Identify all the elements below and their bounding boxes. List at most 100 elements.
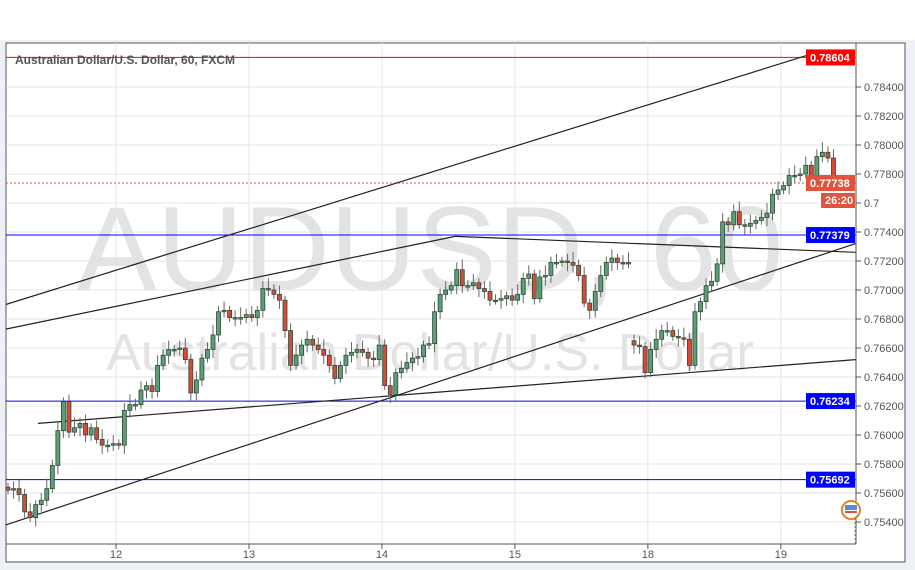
candle-body [310,338,316,346]
candle-body [736,211,742,226]
time-tick-label: 18 [642,549,654,561]
candle-body [205,349,210,359]
candle-body [576,264,582,276]
candle-body [72,427,77,433]
countdown-label: 26:20 [825,195,853,207]
time-tick-label: 15 [509,549,521,561]
candle-body [49,465,55,490]
candle-body [155,364,160,392]
candle-body [393,372,399,395]
candle-body [221,309,227,313]
candle-body [526,273,532,279]
candle-body [792,175,798,178]
trendline [5,235,456,330]
candle-body [504,295,510,300]
candle-body [277,293,282,301]
candle-body [426,343,432,346]
price-tick-label: 0.7 [864,198,879,210]
candle-body [653,338,659,350]
candle-body [775,189,781,195]
candle-body [265,288,271,291]
candle-body [210,334,216,350]
time-tick-label: 14 [376,549,388,561]
candle-body [709,280,714,287]
candle-body [592,291,598,311]
candle-body [376,344,382,361]
candle-body [487,291,493,301]
candle-body [603,262,609,276]
price-tick-label: 0.77200 [864,256,904,268]
candle-body [199,357,205,381]
candle-body [681,337,687,340]
candle-body [803,164,809,175]
candle-body [5,486,11,491]
candle-body [365,351,371,359]
candle-body [554,262,559,265]
candle-body [127,404,133,411]
candle-body [520,277,526,295]
candle-body [670,330,676,337]
candle-body [83,422,88,436]
candle-body [149,385,155,392]
candle-body [664,330,670,333]
candle-body [349,351,354,356]
candles [5,142,836,527]
candle-body [410,357,415,363]
candle-body [360,349,365,353]
candle-body [94,427,100,440]
candle-body [421,344,426,358]
candle-body [332,364,338,379]
candle-body [249,314,255,318]
candle-body [288,330,293,366]
candle-body [714,263,720,282]
candle-body [637,344,642,348]
candle-body [781,185,786,191]
candle-body [343,354,349,366]
candle-body [742,224,748,227]
candle-body [304,338,310,346]
top-toolbar-area [0,0,915,40]
candle-body [470,282,476,287]
candle-body [725,221,731,226]
candle-body [315,344,321,350]
candle-body [620,262,626,265]
candle-body [382,344,388,387]
candle-body [448,285,454,291]
candle-body [188,359,194,394]
candle-body [232,317,238,320]
candle-body [177,347,183,350]
candle-body [293,354,299,366]
level-label: 0.76234 [810,396,851,408]
candle-body [171,349,177,352]
time-tick-label: 19 [775,549,787,561]
candle-body [166,349,172,356]
price-tick-label: 0.78200 [864,111,904,123]
candle-body [105,444,111,448]
candle-body [282,299,288,331]
trendlines [5,54,856,526]
candle-body [398,367,404,374]
candle-body [609,257,615,263]
candle-body [808,164,814,176]
time-axis[interactable]: 12 13 14 15 18 19 [110,544,787,561]
price-axis[interactable]: 0.78400 0.78200 0.78000 0.77800 0.7 0.77400 0.… [856,82,904,529]
level-label: 0.77379 [810,230,850,242]
candle-body [99,438,105,446]
level-label-bg [806,393,855,410]
us-event-icon[interactable] [841,500,861,520]
candle-body [515,293,521,301]
level-label-bg [806,227,855,244]
price-tick-label: 0.75600 [864,488,904,500]
price-tick-label: 0.75400 [864,517,904,529]
candle-body [698,301,703,313]
candle-body [581,275,587,304]
level-label-bg [806,49,855,66]
level-label: 0.75692 [810,475,850,487]
candle-body [22,494,28,513]
candle-body [321,349,327,356]
candle-body [182,347,188,361]
candle-body [38,499,44,505]
watermark-symbol: AUDUSD, 60 [77,182,784,316]
candle-body [437,293,443,313]
